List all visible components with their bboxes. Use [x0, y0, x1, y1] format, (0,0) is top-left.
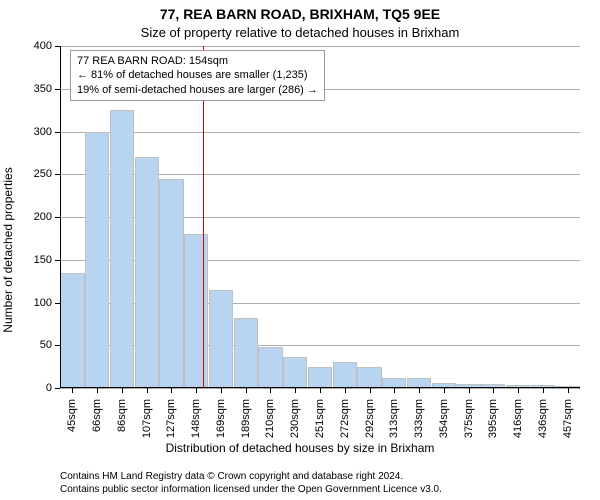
callout-line-2: ← 81% of detached houses are smaller (1,… — [77, 68, 318, 82]
x-tick-label: 189sqm — [240, 399, 252, 438]
x-tick-label: 313sqm — [388, 399, 400, 438]
x-tick-label: 66sqm — [91, 399, 103, 432]
chart-subtitle: Size of property relative to detached ho… — [0, 25, 600, 40]
x-tick — [543, 388, 544, 393]
histogram-bar — [85, 132, 109, 389]
histogram-bar — [357, 367, 381, 388]
x-tick — [246, 388, 247, 393]
x-tick-label: 148sqm — [190, 399, 202, 438]
histogram-bar — [258, 347, 282, 388]
histogram-bar — [308, 367, 332, 388]
x-tick-label: 251sqm — [314, 399, 326, 438]
histogram-bar — [209, 290, 233, 388]
histogram-bar — [159, 179, 183, 388]
gridline — [60, 132, 580, 133]
x-tick — [469, 388, 470, 393]
histogram-bar — [234, 318, 258, 388]
x-tick — [122, 388, 123, 393]
x-tick — [171, 388, 172, 393]
x-tick-label: 210sqm — [264, 399, 276, 438]
y-tick-label: 150 — [12, 254, 52, 266]
x-tick-label: 457sqm — [562, 399, 574, 438]
x-tick — [493, 388, 494, 393]
y-axis-line — [60, 46, 61, 388]
histogram-bar — [60, 273, 84, 388]
property-callout: 77 REA BARN ROAD: 154sqm← 81% of detache… — [70, 50, 325, 101]
x-axis-line — [60, 387, 580, 388]
x-tick — [568, 388, 569, 393]
callout-line-1: 77 REA BARN ROAD: 154sqm — [77, 54, 318, 68]
x-tick-label: 169sqm — [215, 399, 227, 438]
x-tick — [419, 388, 420, 393]
y-tick-label: 100 — [12, 297, 52, 309]
page-title: 77, REA BARN ROAD, BRIXHAM, TQ5 9EE — [0, 6, 600, 22]
x-tick — [147, 388, 148, 393]
y-tick-label: 200 — [12, 211, 52, 223]
x-tick-label: 45sqm — [66, 399, 78, 432]
y-tick-label: 50 — [12, 339, 52, 351]
x-tick-label: 436sqm — [537, 399, 549, 438]
x-tick-label: 375sqm — [463, 399, 475, 438]
x-tick — [196, 388, 197, 393]
x-tick — [320, 388, 321, 393]
y-tick-label: 350 — [12, 83, 52, 95]
credits-line-1: Contains HM Land Registry data © Crown c… — [60, 470, 442, 483]
x-tick — [295, 388, 296, 393]
x-tick — [270, 388, 271, 393]
x-tick — [72, 388, 73, 393]
histogram-bar — [283, 357, 307, 388]
x-axis-label: Distribution of detached houses by size … — [0, 441, 600, 455]
y-tick-label: 0 — [12, 382, 52, 394]
x-tick-label: 292sqm — [364, 399, 376, 438]
x-tick-label: 395sqm — [487, 399, 499, 438]
y-tick-label: 250 — [12, 168, 52, 180]
credits-line-2: Contains public sector information licen… — [60, 483, 442, 496]
x-tick — [221, 388, 222, 393]
x-tick-label: 416sqm — [512, 399, 524, 438]
x-tick-label: 127sqm — [165, 399, 177, 438]
x-tick — [345, 388, 346, 393]
x-tick — [444, 388, 445, 393]
callout-line-3: 19% of semi-detached houses are larger (… — [77, 83, 318, 97]
histogram-bar — [110, 110, 134, 388]
chart-plot-area: 05010015020025030035040045sqm66sqm86sqm1… — [60, 46, 580, 388]
x-tick-label: 333sqm — [413, 399, 425, 438]
x-tick — [518, 388, 519, 393]
histogram-bar — [135, 157, 159, 388]
histogram-bar — [184, 234, 208, 388]
x-tick — [97, 388, 98, 393]
y-tick-label: 400 — [12, 40, 52, 52]
x-tick-label: 272sqm — [339, 399, 351, 438]
credits-block: Contains HM Land Registry data © Crown c… — [60, 470, 442, 496]
x-tick-label: 230sqm — [289, 399, 301, 438]
gridline — [60, 46, 580, 47]
x-tick — [370, 388, 371, 393]
histogram-bar — [333, 362, 357, 388]
x-tick-label: 107sqm — [141, 399, 153, 438]
x-tick — [394, 388, 395, 393]
y-tick — [55, 388, 60, 389]
x-tick-label: 86sqm — [116, 399, 128, 432]
y-tick-label: 300 — [12, 126, 52, 138]
x-tick-label: 354sqm — [438, 399, 450, 438]
